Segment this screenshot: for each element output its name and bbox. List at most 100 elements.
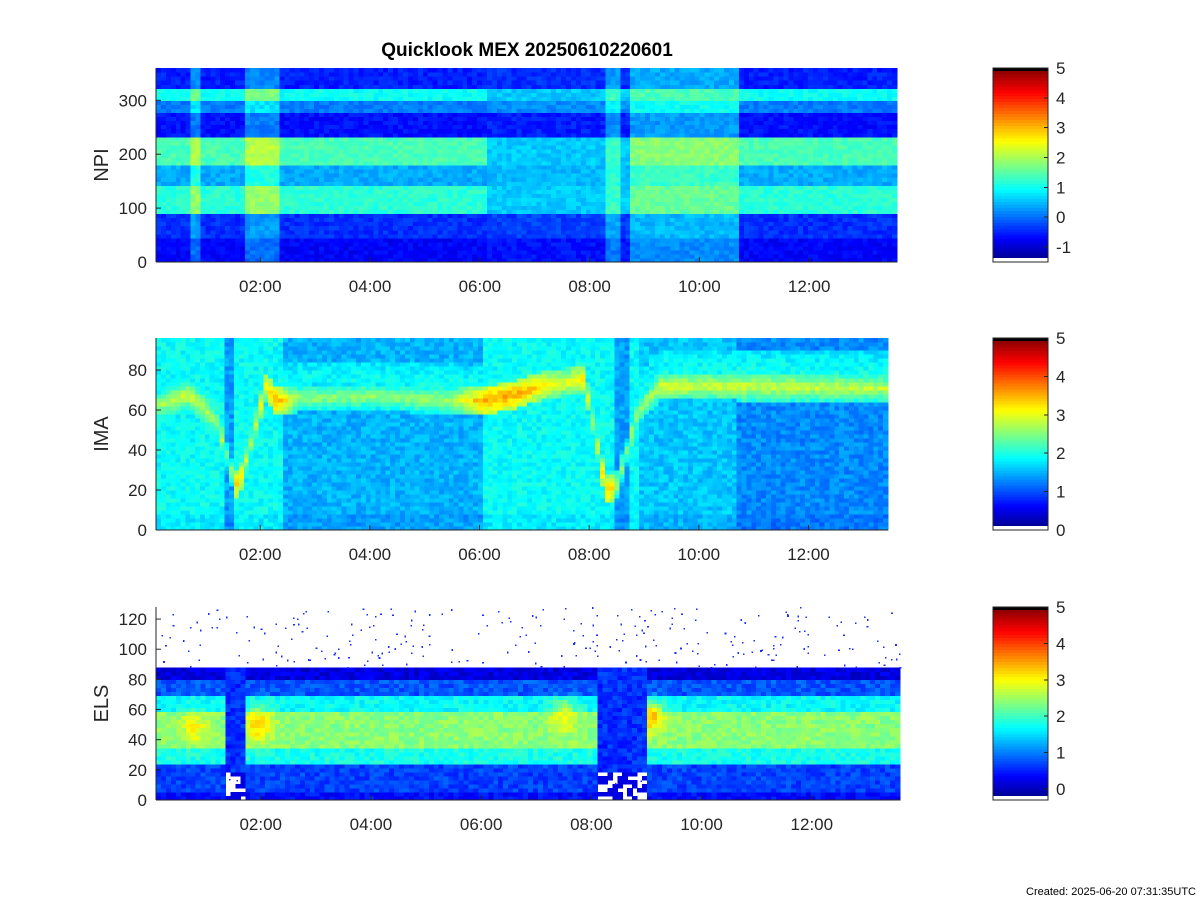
heatmap-cell	[175, 88, 182, 93]
heatmap-cell	[393, 112, 399, 118]
heatmap-cell	[645, 120, 651, 126]
heatmap-cell	[491, 112, 498, 118]
heatmap-cell	[220, 189, 226, 194]
heatmap-cell	[383, 72, 389, 77]
heatmap-cell	[605, 165, 612, 170]
heatmap-cell	[516, 193, 523, 198]
heatmap-cell	[605, 221, 612, 227]
heatmap-cell	[284, 96, 290, 101]
heatmap-cell	[259, 116, 266, 122]
heatmap-cell	[373, 249, 379, 255]
heatmap-cell	[590, 88, 597, 93]
heatmap-cell	[536, 257, 542, 263]
heatmap-cell	[610, 169, 617, 174]
heatmap-cell	[200, 136, 206, 142]
heatmap-cell	[620, 249, 626, 255]
heatmap-cell	[566, 116, 572, 122]
heatmap-cell	[659, 68, 666, 73]
heatmap-cell	[556, 197, 562, 202]
heatmap-cell	[230, 132, 236, 138]
heatmap-cell	[264, 237, 271, 243]
heatmap-cell	[160, 201, 167, 207]
heatmap-cell	[457, 120, 463, 126]
heatmap-cell	[640, 96, 646, 101]
heatmap-cell	[654, 237, 661, 243]
heatmap-cell	[412, 144, 419, 150]
heatmap-cell	[244, 241, 251, 247]
heatmap-cell	[328, 84, 335, 89]
heatmap-cell	[600, 165, 607, 170]
heatmap-cell	[304, 225, 310, 231]
heatmap-cell	[210, 76, 216, 81]
heatmap-cell	[615, 209, 621, 215]
heatmap-cell	[289, 140, 295, 146]
heatmap-cell	[417, 92, 424, 97]
heatmap-cell	[506, 132, 513, 138]
heatmap-cell	[388, 213, 394, 219]
heatmap-cell	[482, 213, 488, 219]
heatmap-cell	[570, 116, 577, 122]
heatmap-cell	[319, 169, 325, 174]
heatmap-cell	[393, 237, 399, 243]
heatmap-cell	[457, 128, 463, 134]
heatmap-cell	[156, 229, 162, 235]
heatmap-cell	[590, 229, 597, 235]
heatmap-cell	[561, 221, 567, 227]
heatmap-cell	[269, 189, 276, 194]
heatmap-cell	[620, 233, 626, 239]
heatmap-cell	[640, 148, 646, 154]
heatmap-cell	[472, 80, 478, 85]
heatmap-cell	[299, 136, 305, 142]
heatmap-cell	[437, 116, 444, 122]
heatmap-cell	[526, 160, 533, 166]
heatmap-cell	[225, 160, 231, 166]
heatmap-cell	[664, 116, 671, 122]
heatmap-cell	[363, 185, 370, 190]
heatmap-cell	[477, 156, 483, 162]
heatmap-cell	[378, 108, 384, 114]
heatmap-cell	[486, 76, 493, 81]
heatmap-cell	[595, 124, 602, 130]
heatmap-cell	[521, 160, 528, 166]
heatmap-cell	[353, 249, 360, 255]
heatmap-cell	[659, 116, 666, 122]
heatmap-cell	[170, 197, 177, 202]
heatmap-cell	[541, 160, 547, 166]
heatmap-cell	[477, 80, 483, 85]
heatmap-cell	[353, 128, 360, 134]
heatmap-cell	[595, 185, 602, 190]
heatmap-cell	[165, 189, 172, 194]
heatmap-cell	[333, 144, 340, 150]
heatmap-cell	[230, 144, 236, 150]
heatmap-cell	[561, 185, 567, 190]
heatmap-cell	[323, 249, 330, 255]
heatmap-cell	[299, 144, 305, 150]
heatmap-cell	[244, 128, 251, 134]
heatmap-cell	[348, 124, 355, 130]
heatmap-cell	[373, 245, 379, 251]
heatmap-cell	[600, 197, 607, 202]
heatmap-cell	[185, 217, 192, 223]
heatmap-cell	[398, 104, 404, 110]
heatmap-cell	[165, 152, 172, 158]
heatmap-cell	[264, 156, 271, 162]
heatmap-cell	[590, 225, 597, 231]
heatmap-cell	[595, 156, 602, 162]
heatmap-cell	[422, 209, 429, 215]
heatmap-cell	[348, 169, 355, 174]
heatmap-cell	[635, 241, 641, 247]
heatmap-cell	[635, 128, 641, 134]
heatmap-cell	[645, 156, 651, 162]
heatmap-cell	[388, 177, 394, 182]
heatmap-cell	[215, 229, 221, 235]
heatmap-cell	[319, 112, 325, 118]
heatmap-cell	[501, 185, 508, 190]
heatmap-cell	[175, 245, 182, 251]
heatmap-cell	[185, 112, 192, 118]
heatmap-cell	[654, 201, 661, 207]
heatmap-cell	[531, 156, 537, 162]
heatmap-cell	[516, 152, 523, 158]
heatmap-cell	[630, 217, 636, 223]
heatmap-cell	[462, 68, 468, 73]
heatmap-cell	[610, 245, 617, 251]
